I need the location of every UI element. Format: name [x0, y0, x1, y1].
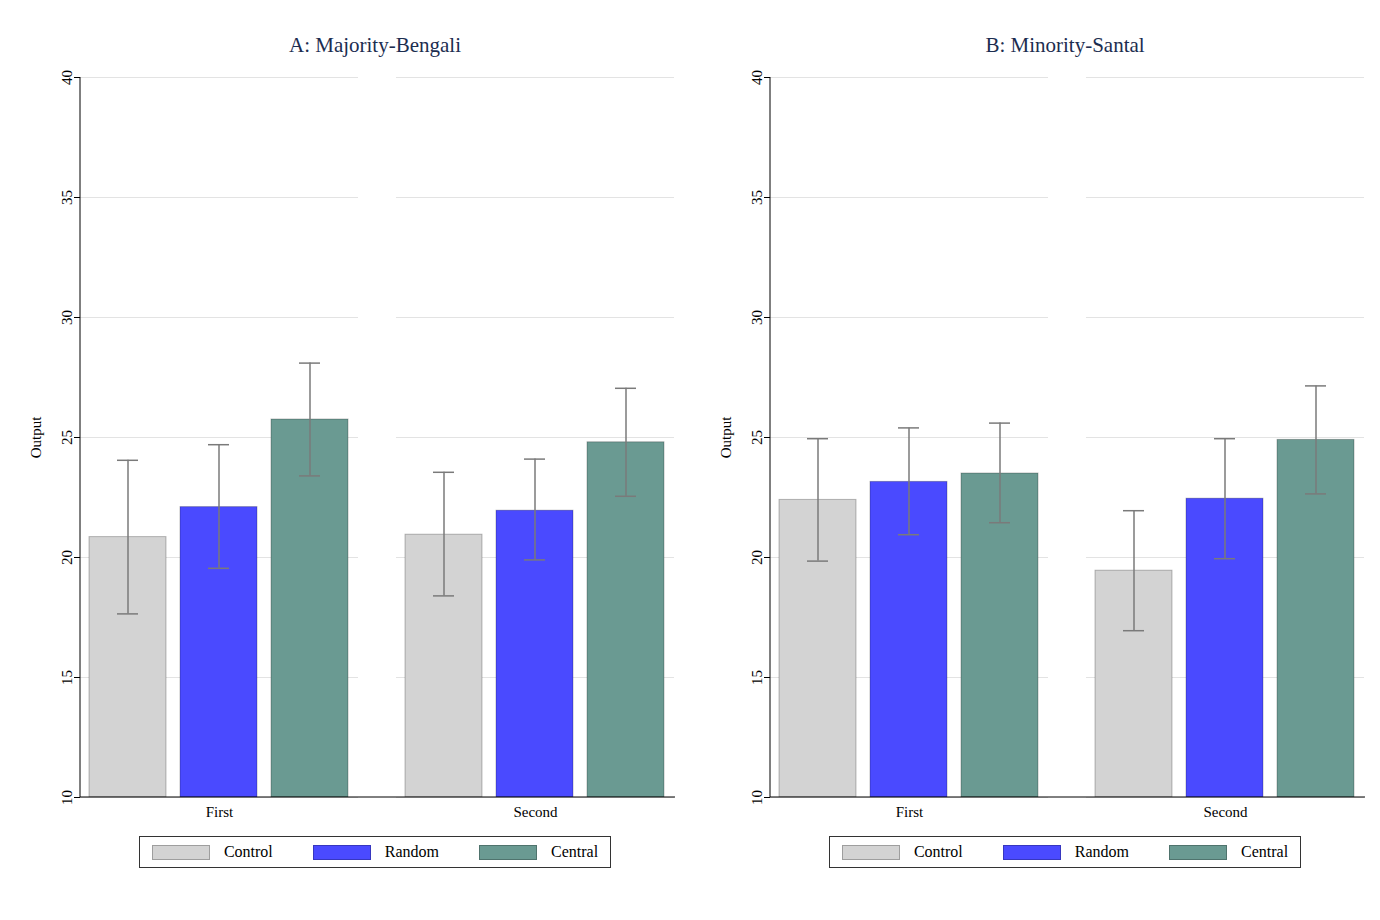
svg-text:25: 25 [59, 430, 75, 445]
svg-text:First: First [896, 804, 924, 820]
html-text:Control: Control [913, 843, 963, 860]
svg-text:25: 25 [749, 430, 765, 445]
svg-text:40: 40 [59, 70, 75, 85]
svg-text:First: First [206, 804, 234, 820]
html-text:Central: Central [1241, 843, 1289, 860]
svg-text:30: 30 [59, 310, 75, 325]
svg-text:Output: Output [718, 416, 734, 459]
svg-text:35: 35 [749, 190, 765, 205]
html-text:Control: Control [223, 843, 273, 860]
svg-text:40: 40 [749, 70, 765, 85]
svg-text:20: 20 [749, 550, 765, 565]
html-text:Random: Random [1074, 843, 1129, 860]
svg-text:10: 10 [749, 790, 765, 805]
html-text:A: Majority-Bengali: A: Majority-Bengali [289, 33, 461, 57]
svg-text:Second: Second [513, 804, 558, 820]
html-text:Central: Central [551, 843, 599, 860]
svg-text:20: 20 [59, 550, 75, 565]
svg-text:Second: Second [1203, 804, 1248, 820]
svg-text:35: 35 [59, 190, 75, 205]
svg-text:30: 30 [749, 310, 765, 325]
html-text:B: Minority-Santal: B: Minority-Santal [985, 33, 1145, 57]
svg-text:15: 15 [749, 670, 765, 685]
svg-text:Output: Output [28, 416, 44, 459]
svg-text:10: 10 [59, 790, 75, 805]
svg-text:15: 15 [59, 670, 75, 685]
html-text:Random: Random [384, 843, 439, 860]
